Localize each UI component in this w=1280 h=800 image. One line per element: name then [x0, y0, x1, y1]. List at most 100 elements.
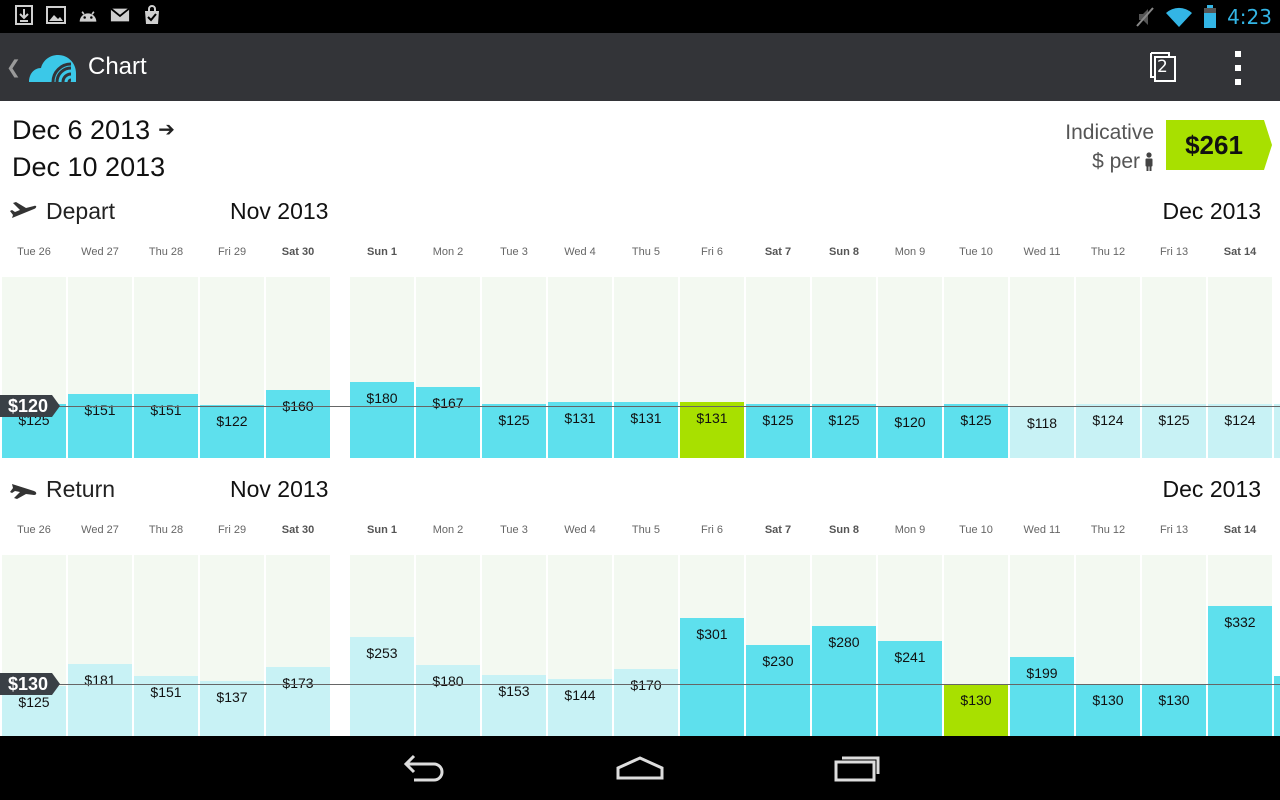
shopping-bag-icon	[145, 5, 159, 24]
return-price-bar[interactable]: $280	[812, 626, 876, 736]
return-price-bar[interactable]: $173	[266, 667, 330, 736]
return-price-bar[interactable]: $241	[878, 641, 942, 736]
home-icon[interactable]	[614, 752, 666, 784]
depart-price-bar[interactable]: $122	[200, 405, 264, 458]
return-price-label: $280	[828, 634, 860, 651]
status-bar: 4:23	[0, 0, 1280, 33]
return-section-header: Return Nov 2013 Dec 2013	[0, 472, 1280, 508]
return-price-label: $153	[498, 683, 530, 700]
return-price-bar[interactable]: $130	[1076, 684, 1140, 736]
return-price-bar[interactable]: $180	[416, 664, 480, 736]
return-price-label: $130	[960, 692, 992, 708]
depart-price-bar[interactable]: $160	[266, 390, 330, 458]
arrow-right-icon: ➔	[158, 119, 175, 141]
depart-price-bar[interactable]: $167	[416, 387, 480, 458]
depart-price-bar[interactable]: $180	[350, 382, 414, 458]
android-icon	[79, 11, 97, 22]
depart-price-bar[interactable]: $131	[680, 401, 744, 458]
depart-day-label: Fri 29	[217, 246, 247, 258]
return-price-bar[interactable]: $199	[1010, 657, 1074, 736]
return-partial-bar[interactable]	[1274, 676, 1280, 736]
depart-day-label: Fri 13	[1159, 246, 1189, 258]
overflow-menu-button[interactable]	[1228, 51, 1248, 85]
return-day-label: Sun 1	[367, 524, 397, 536]
depart-price-label: $124	[1092, 412, 1124, 429]
marker-shape	[0, 395, 60, 417]
return-price-label: $301	[696, 625, 728, 642]
return-price-bar[interactable]: $130	[1142, 684, 1206, 736]
return-price-bar[interactable]: $181	[68, 664, 132, 736]
return-lowest-price-line	[0, 684, 1280, 685]
return-price-bar[interactable]: $151	[134, 675, 198, 736]
return-day-label: Wed 4	[564, 524, 596, 536]
return-day-label: Wed 27	[81, 524, 119, 536]
return-price-bar[interactable]: $170	[614, 668, 678, 736]
return-price-label: $130	[1158, 692, 1190, 708]
depart-price-bar[interactable]: $131	[614, 401, 678, 458]
depart-price-bar[interactable]: $118	[1010, 406, 1074, 458]
return-price-bar[interactable]: $130	[944, 684, 1008, 736]
depart-price-bar[interactable]: $125	[944, 404, 1008, 458]
back-icon[interactable]	[400, 752, 448, 784]
depart-day-label: Mon 2	[432, 246, 464, 258]
wifi-icon	[1166, 7, 1193, 27]
depart-day-label: Wed 27	[81, 246, 119, 258]
up-caret-icon[interactable]: ❮	[6, 57, 22, 77]
return-price-bar[interactable]: $137	[200, 681, 264, 736]
depart-price-bar[interactable]: $151	[134, 393, 198, 458]
return-price-bar[interactable]: $301	[680, 617, 744, 736]
depart-price-label: $167	[432, 395, 464, 412]
return-day-label: Fri 6	[701, 524, 723, 536]
battery-icon	[1204, 4, 1217, 28]
return-price-label: $241	[894, 649, 926, 666]
app-logo-icon[interactable]	[27, 48, 81, 84]
depart-price-label: $125	[498, 412, 530, 428]
return-price-bar[interactable]: $230	[746, 645, 810, 736]
indicative-label: Indicative	[1065, 121, 1154, 144]
return-price-bar[interactable]: $153	[482, 675, 546, 736]
depart-price-bar[interactable]: $124	[1208, 404, 1272, 458]
page-title: Chart	[88, 53, 147, 80]
depart-price-bar[interactable]: $125	[746, 404, 810, 458]
depart-price-label: $180	[366, 390, 398, 406]
depart-price-bar[interactable]: $120	[878, 406, 942, 458]
depart-partial-bar[interactable]	[1274, 404, 1280, 458]
return-price-label: $180	[432, 672, 464, 689]
depart-price-label: $122	[216, 413, 248, 430]
return-price-bar[interactable]: $332	[1208, 606, 1272, 736]
return-month-nov: Nov 2013	[230, 476, 329, 502]
depart-price-bar[interactable]: $125	[812, 404, 876, 458]
indicative-price-label: Indicative $ per	[1030, 118, 1154, 176]
depart-price-bar[interactable]: $125	[482, 404, 546, 458]
depart-section-header: Depart Nov 2013 Dec 2013	[0, 194, 1280, 230]
return-price-bar[interactable]: $253	[350, 636, 414, 736]
return-price-label: $125	[18, 693, 50, 710]
depart-price-bar[interactable]: $131	[548, 401, 612, 458]
depart-price-bar[interactable]: $124	[1076, 404, 1140, 458]
return-price-label: $332	[1224, 614, 1256, 631]
return-price-bar[interactable]: $144	[548, 678, 612, 736]
depart-day-label: Sat 14	[1223, 246, 1257, 258]
person-icon	[1145, 152, 1153, 172]
depart-price-bar[interactable]: $125	[1142, 404, 1206, 458]
return-price-label: $230	[762, 653, 794, 670]
price-badge-shape	[1166, 120, 1272, 170]
open-tabs-button[interactable]: 2	[1149, 51, 1179, 83]
depart-day-label: Thu 12	[1090, 246, 1126, 258]
return-date: Dec 10 2013	[12, 152, 166, 182]
depart-day-label: Sun 8	[829, 246, 859, 258]
return-price-label: $181	[84, 672, 116, 689]
overflow-dot	[1235, 79, 1241, 85]
return-day-label: Mon 2	[432, 524, 464, 536]
per-person-label: $ per	[1092, 150, 1140, 173]
return-day-label: Sat 7	[764, 524, 792, 536]
depart-day-label: Thu 5	[631, 246, 661, 258]
depart-price-bar[interactable]: $151	[68, 393, 132, 458]
depart-day-label: Thu 28	[148, 246, 184, 258]
return-day-label: Sat 14	[1223, 524, 1257, 536]
depart-price-label: $131	[696, 409, 728, 426]
recent-apps-icon[interactable]	[832, 752, 884, 784]
price-badge[interactable]: $261	[1166, 120, 1274, 170]
airplane-depart-icon	[10, 202, 37, 218]
